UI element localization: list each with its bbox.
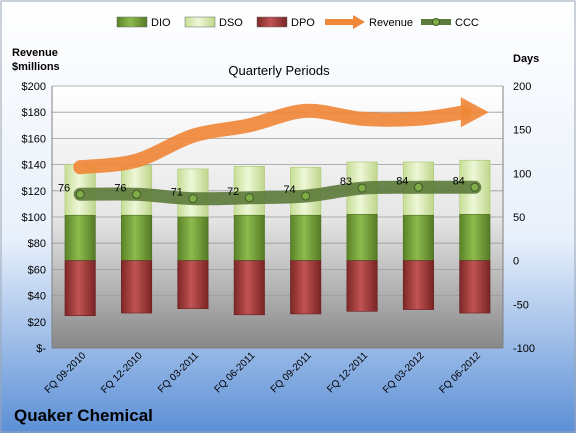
revenue-line [73,103,472,175]
right-tick-label: 0 [513,256,519,268]
bar-dpo [459,260,491,314]
ccc-marker [188,194,198,204]
right-axis-label: Days [513,53,539,65]
ccc-line [73,180,482,206]
chart-title: Quarterly Periods [228,63,330,78]
bar-dio [121,214,153,261]
right-tick-label: 50 [513,212,525,224]
legend-label: Revenue [369,17,413,29]
legend-label: DPO [291,17,315,29]
company-name: Quaker Chemical [14,406,153,425]
revenue-arrowhead [460,97,489,128]
legend-swatch [184,16,216,28]
legend-swatch [116,16,148,28]
bar-dio [177,216,209,261]
left-tick-label: $160 [22,133,46,145]
ccc-data-label: 83 [340,176,352,188]
ccc-data-label: 72 [227,186,239,198]
bar-dpo [290,260,322,315]
legend-label: DIO [151,17,171,29]
left-tick-label: $80 [28,238,46,250]
bar-dio [402,214,434,261]
bar-dio [346,214,378,261]
legend-swatch-arrowhead [353,15,365,29]
left-axis-label-line2: $millions [12,61,60,73]
bar-dpo [233,260,265,316]
ccc-marker [301,191,311,201]
ccc-data-label: 71 [171,187,183,199]
left-tick-label: $20 [28,317,46,329]
right-tick-label: -100 [513,343,535,355]
left-tick-label: $60 [28,264,46,276]
bar-dpo [177,260,209,309]
right-tick-label: 150 [513,125,531,137]
left-tick-label: $200 [22,81,46,93]
left-tick-label: $100 [22,212,46,224]
bar-dpo [402,260,434,310]
ccc-data-label: 76 [58,182,70,194]
bar-dpo [346,260,378,312]
left-tick-label: $40 [28,291,46,303]
left-axis-label-line1: Revenue [12,47,58,59]
ccc-marker [413,182,423,192]
legend-swatch-marker [432,18,440,26]
lines: 76 76 71 72 74 83 84 84 [58,97,489,206]
bar-dio [233,214,265,261]
right-tick-label: 100 [513,168,531,180]
ccc-marker [357,183,367,193]
legend-label: CCC [455,17,479,29]
right-tick-label: 200 [513,81,531,93]
ccc-marker [244,193,254,203]
right-tick-label: -50 [513,299,529,311]
ccc-marker [132,189,142,199]
bar-dpo [121,260,153,314]
left-tick-label: $- [36,343,46,355]
ccc-data-label: 74 [283,184,295,196]
ccc-data-label: 84 [453,175,465,187]
bar-dio [64,214,96,261]
ccc-data-label: 76 [114,182,126,194]
bar-dio [290,214,322,261]
left-tick-label: $180 [22,107,46,119]
ccc-marker [470,182,480,192]
left-tick-label: $120 [22,186,46,198]
ccc-marker [75,189,85,199]
legend-label: DSO [219,17,243,29]
bar-dio [459,214,491,261]
ccc-data-label: 84 [396,175,408,187]
legend: DIO DSO DPO Revenue CCC [116,15,479,29]
bar-dpo [64,260,96,316]
left-tick-label: $140 [22,160,46,172]
bar-dso [233,166,265,216]
legend-swatch [256,16,288,28]
